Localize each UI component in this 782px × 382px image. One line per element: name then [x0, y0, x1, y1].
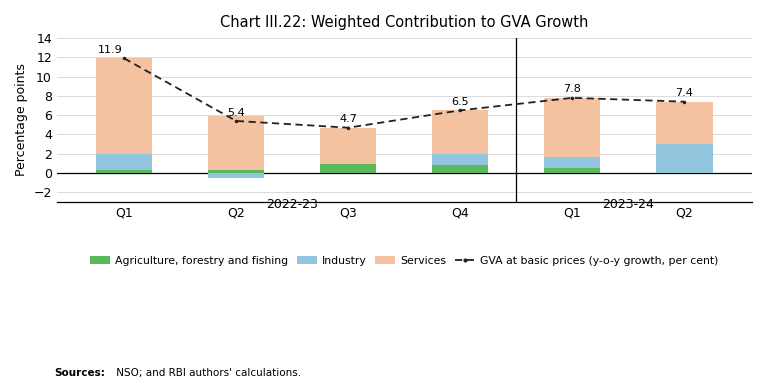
Bar: [208, 170, 264, 173]
Y-axis label: Percentage points: Percentage points: [15, 63, 28, 176]
Title: Chart III.22: Weighted Contribution to GVA Growth: Chart III.22: Weighted Contribution to G…: [220, 15, 588, 30]
Bar: [432, 154, 488, 165]
Bar: [320, 164, 376, 173]
Bar: [208, 116, 264, 170]
Text: 2022-23: 2022-23: [266, 197, 318, 210]
Bar: [208, 173, 264, 178]
Text: Sources:: Sources:: [55, 368, 106, 378]
Bar: [544, 98, 601, 157]
Text: 11.9: 11.9: [99, 45, 123, 55]
Text: 4.7: 4.7: [339, 114, 357, 124]
Bar: [96, 170, 152, 173]
Bar: [544, 157, 601, 168]
Bar: [544, 168, 601, 173]
Bar: [656, 102, 712, 144]
Text: 2023-24: 2023-24: [602, 197, 655, 210]
Bar: [432, 110, 488, 154]
Text: 6.5: 6.5: [451, 97, 469, 107]
Bar: [432, 165, 488, 173]
Bar: [96, 58, 152, 154]
Text: 5.4: 5.4: [228, 108, 245, 118]
Bar: [320, 128, 376, 164]
Bar: [96, 154, 152, 170]
Text: 7.8: 7.8: [564, 84, 581, 94]
Text: NSO; and RBI authors' calculations.: NSO; and RBI authors' calculations.: [113, 368, 302, 378]
Text: 7.4: 7.4: [676, 88, 694, 98]
Legend: Agriculture, forestry and fishing, Industry, Services, GVA at basic prices (y-o-: Agriculture, forestry and fishing, Indus…: [86, 251, 723, 270]
Bar: [656, 144, 712, 173]
